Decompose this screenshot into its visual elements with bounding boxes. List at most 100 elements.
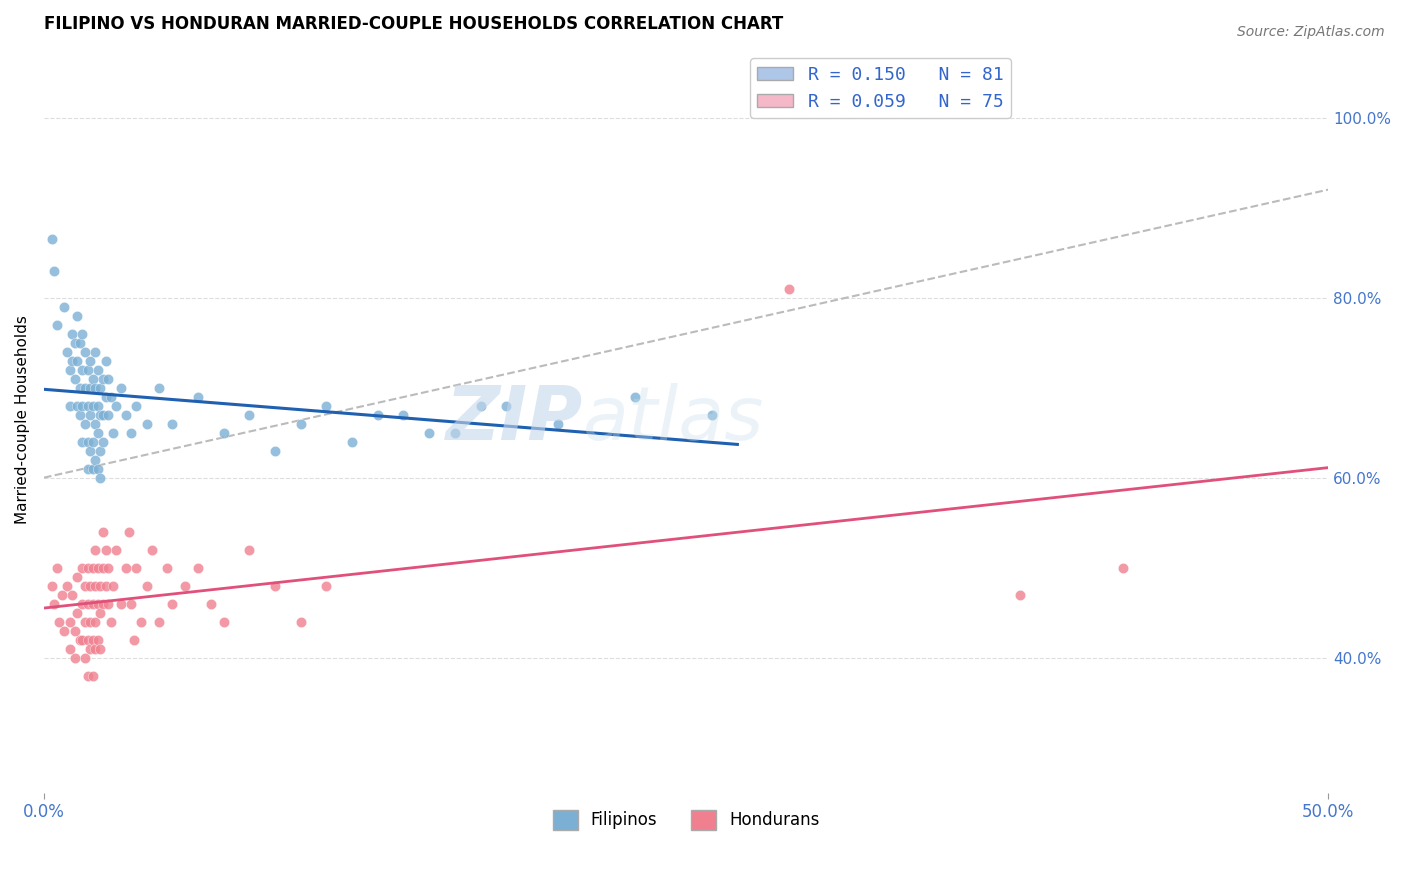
Point [79, 381, 101, 395]
Point [87, 399, 110, 413]
Point [66, 309, 89, 323]
Point [72, 434, 94, 449]
Point [125, 560, 148, 574]
Point [82, 461, 104, 475]
Point [84, 417, 107, 431]
Point [87, 632, 110, 647]
Point [89, 470, 111, 484]
Point [76, 560, 98, 574]
Legend: Filipinos, Hondurans: Filipinos, Hondurans [546, 803, 827, 837]
Point [51, 588, 73, 602]
Point [76, 399, 98, 413]
Point [41, 579, 63, 593]
Point [103, 425, 125, 440]
Point [444, 425, 467, 440]
Point [135, 417, 157, 431]
Point [82, 560, 104, 574]
Point [131, 615, 153, 629]
Point [89, 381, 111, 395]
Point [125, 399, 148, 413]
Point [104, 399, 127, 413]
Point [89, 606, 111, 620]
Point [148, 615, 170, 629]
Point [82, 372, 104, 386]
Point [79, 353, 101, 368]
Point [212, 615, 235, 629]
Point [290, 417, 312, 431]
Point [72, 362, 94, 376]
Point [53, 300, 76, 314]
Text: ZIP: ZIP [446, 383, 583, 456]
Point [58, 399, 80, 413]
Point [238, 408, 260, 422]
Point [89, 443, 111, 458]
Point [79, 579, 101, 593]
Point [97, 372, 120, 386]
Point [87, 560, 110, 574]
Point [315, 399, 337, 413]
Point [73, 417, 96, 431]
Point [79, 615, 101, 629]
Point [700, 408, 723, 422]
Point [110, 381, 132, 395]
Point [73, 615, 96, 629]
Text: atlas: atlas [583, 384, 765, 455]
Point [63, 335, 86, 350]
Point [141, 542, 163, 557]
Point [60, 326, 83, 341]
Point [56, 344, 79, 359]
Point [84, 615, 107, 629]
Point [94, 390, 117, 404]
Point [60, 588, 83, 602]
Point [91, 597, 114, 611]
Point [53, 624, 76, 638]
Point [72, 399, 94, 413]
Point [87, 425, 110, 440]
Point [122, 632, 145, 647]
Point [72, 632, 94, 647]
Point [72, 560, 94, 574]
Point [45, 560, 67, 574]
Point [84, 579, 107, 593]
Point [72, 597, 94, 611]
Point [76, 362, 98, 376]
Point [104, 542, 127, 557]
Point [156, 560, 179, 574]
Point [58, 641, 80, 656]
Point [315, 579, 337, 593]
Point [340, 434, 363, 449]
Point [418, 425, 440, 440]
Point [91, 434, 114, 449]
Point [212, 425, 235, 440]
Point [84, 542, 107, 557]
Point [94, 579, 117, 593]
Point [66, 569, 89, 583]
Point [84, 452, 107, 467]
Point [97, 597, 120, 611]
Point [623, 390, 645, 404]
Point [84, 381, 107, 395]
Point [89, 579, 111, 593]
Point [162, 417, 184, 431]
Point [44, 597, 66, 611]
Point [495, 399, 517, 413]
Point [264, 443, 287, 458]
Point [120, 597, 142, 611]
Text: FILIPINO VS HONDURAN MARRIED-COUPLE HOUSEHOLDS CORRELATION CHART: FILIPINO VS HONDURAN MARRIED-COUPLE HOUS… [44, 15, 783, 33]
Point [66, 399, 89, 413]
Point [72, 326, 94, 341]
Point [84, 641, 107, 656]
Point [63, 624, 86, 638]
Point [84, 344, 107, 359]
Point [45, 318, 67, 332]
Point [48, 615, 70, 629]
Point [76, 434, 98, 449]
Point [79, 641, 101, 656]
Point [82, 632, 104, 647]
Point [110, 597, 132, 611]
Point [73, 344, 96, 359]
Point [69, 381, 91, 395]
Point [135, 579, 157, 593]
Point [66, 353, 89, 368]
Point [63, 650, 86, 665]
